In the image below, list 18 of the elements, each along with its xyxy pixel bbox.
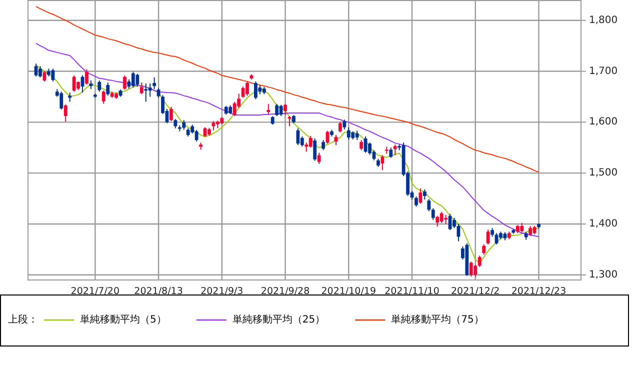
legend-label: 単純移動平均（25）: [232, 314, 326, 326]
x-tick-label: 2021/12/2: [451, 286, 500, 297]
legend-label: 単純移動平均（75）: [391, 314, 484, 326]
x-tick-label: 2021/9/3: [200, 286, 244, 297]
y-tick-label: 1,500: [589, 168, 618, 179]
x-tick-label: 2021/12/23: [511, 286, 566, 297]
x-tick-label: 2021/11/10: [384, 286, 440, 297]
legend-title: 上段：: [8, 314, 38, 326]
legend-label: 単純移動平均（5）: [80, 314, 166, 326]
y-tick-label: 1,700: [589, 66, 618, 77]
x-tick-label: 2021/10/19: [321, 286, 376, 297]
y-tick-label: 1,800: [589, 14, 618, 26]
x-tick-label: 2021/7/20: [70, 286, 120, 297]
x-tick-label: 2021/8/13: [134, 286, 183, 297]
y-tick-label: 1,600: [589, 116, 618, 128]
y-tick-label: 1,400: [589, 218, 618, 230]
y-tick-label: 1,300: [589, 269, 618, 280]
x-tick-label: 2021/9/28: [260, 286, 310, 297]
